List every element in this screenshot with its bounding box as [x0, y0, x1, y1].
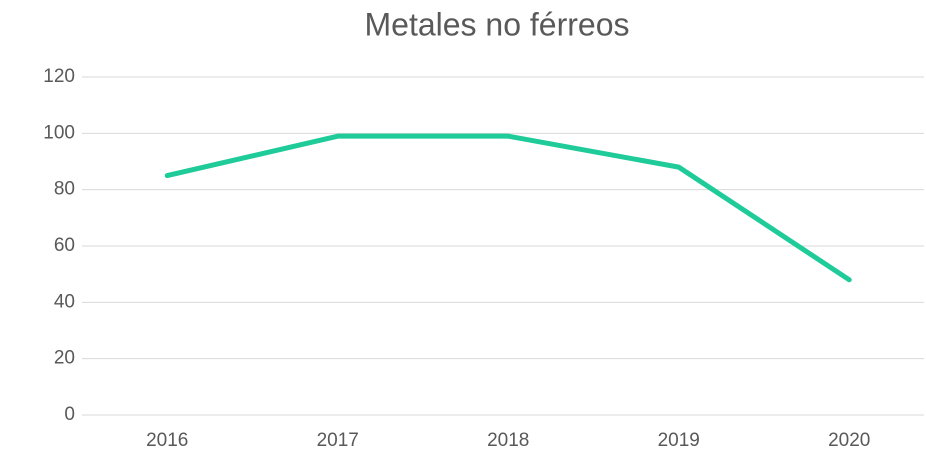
y-tick-label: 60	[54, 235, 75, 256]
x-tick-label: 2019	[658, 430, 700, 451]
y-tick-label: 0	[64, 404, 75, 425]
line	[164, 133, 852, 283]
x-tick-label: 2016	[146, 430, 188, 451]
x-tick-label: 2017	[317, 430, 359, 451]
y-tick-label: 120	[43, 66, 75, 87]
x-tick-label: 2018	[487, 430, 529, 451]
y-tick-label: 100	[43, 122, 75, 143]
y-tick-label: 20	[54, 348, 75, 369]
x-tick-label: 2020	[828, 430, 870, 451]
chart-title: Metales no férreos	[364, 6, 629, 42]
y-tick-label: 80	[54, 179, 75, 200]
y-tick-label: 40	[54, 291, 75, 312]
